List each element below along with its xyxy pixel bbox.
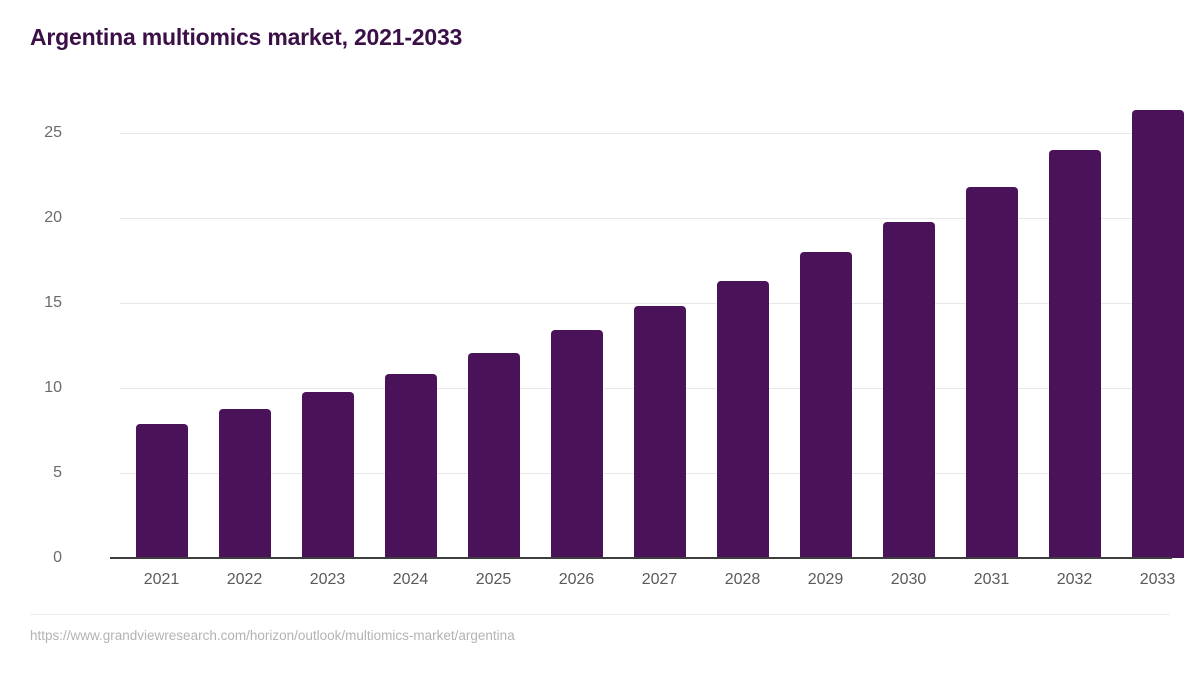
x-tick-2024: 2024 — [392, 571, 429, 588]
gridline-20 — [120, 218, 1170, 219]
y-tick-15: 15 — [44, 294, 62, 311]
gridline-25 — [120, 133, 1170, 134]
bar-2030[interactable] — [882, 222, 935, 558]
bar-2029[interactable] — [799, 252, 852, 558]
x-tick-2023: 2023 — [309, 571, 346, 588]
x-tick-2026: 2026 — [558, 571, 595, 588]
bar-2021[interactable] — [135, 423, 188, 558]
y-tick-20: 20 — [44, 209, 62, 226]
plot-area: 0 5 10 15 20 25 — [44, 110, 1184, 566]
gridline-15 — [120, 303, 1170, 304]
bar-2025[interactable] — [467, 353, 520, 558]
bar-2024[interactable] — [384, 374, 437, 558]
x-tick-2025: 2025 — [475, 571, 512, 588]
bar-2032[interactable] — [1048, 150, 1101, 558]
bar-2022[interactable] — [218, 409, 271, 558]
x-tick-2022: 2022 — [226, 571, 263, 588]
bar-2033[interactable] — [1131, 110, 1184, 558]
x-tick-2029: 2029 — [807, 571, 844, 588]
footer-divider — [30, 614, 1170, 615]
x-tick-2033: 2033 — [1139, 571, 1176, 588]
bar-2027[interactable] — [633, 306, 686, 558]
y-tick-25: 25 — [44, 124, 62, 141]
chart-title: Argentina multiomics market, 2021-2033 — [30, 24, 463, 50]
bar-2031[interactable] — [965, 187, 1018, 558]
x-tick-2027: 2027 — [641, 571, 678, 588]
y-tick-10: 10 — [44, 379, 62, 396]
source-url-link[interactable]: https://www.grandviewresearch.com/horizo… — [30, 628, 515, 643]
x-tick-2028: 2028 — [724, 571, 761, 588]
x-tick-2021: 2021 — [143, 571, 180, 588]
x-tick-2031: 2031 — [973, 571, 1010, 588]
bar-2026[interactable] — [550, 330, 603, 558]
x-axis-line — [110, 557, 1172, 559]
y-tick-5: 5 — [53, 464, 62, 481]
x-tick-2032: 2032 — [1056, 571, 1093, 588]
bar-2028[interactable] — [716, 280, 769, 558]
x-tick-2030: 2030 — [890, 571, 927, 588]
bar-2023[interactable] — [301, 392, 354, 558]
y-tick-0: 0 — [53, 549, 62, 566]
